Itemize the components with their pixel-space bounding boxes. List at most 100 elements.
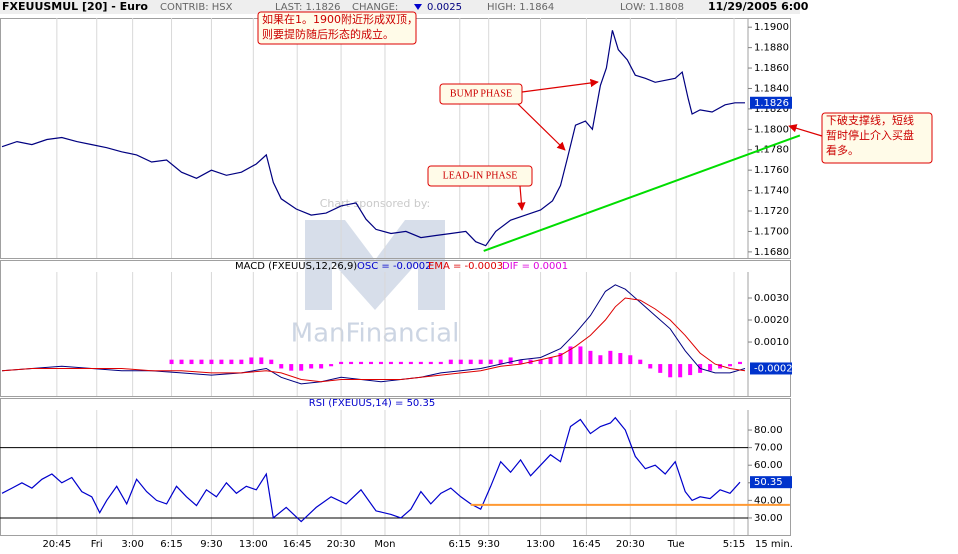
y-tick-label: 0.0010 — [754, 337, 789, 348]
histogram-bar — [488, 359, 493, 365]
histogram-bar — [388, 361, 393, 365]
high: HIGH: 1.1864 — [487, 2, 554, 13]
y-tick-label: 1.1780 — [754, 145, 789, 156]
watermark: Chart sponsored by: ManFinancial — [291, 197, 460, 349]
histogram-bar — [598, 355, 603, 365]
y-tick-label: 1.1680 — [754, 247, 789, 258]
histogram-bar — [189, 359, 194, 365]
y-tick-label: 1.1880 — [754, 43, 789, 54]
histogram-bar — [428, 361, 433, 365]
histogram-bar — [668, 364, 673, 378]
x-tick-label: Fri — [91, 539, 103, 550]
y-tick-label: 1.1700 — [754, 226, 789, 237]
histogram-bar — [438, 361, 443, 365]
histogram-bar — [408, 361, 413, 365]
annotation-text: 则要提防随后形态的成立。 — [262, 27, 394, 41]
x-tick-label: 6:15 — [160, 539, 182, 550]
histogram-bar — [548, 357, 553, 365]
change-value: 0.0025 — [427, 2, 462, 13]
last: LAST: 1.1826 — [275, 2, 341, 13]
contrib: CONTRIB: HSX — [160, 2, 233, 13]
panel-heading: MACD (FXEUUS,12,26,9) — [235, 261, 357, 272]
y-tick-label: 1.1740 — [754, 186, 789, 197]
histogram-bar — [478, 359, 483, 365]
histogram-bar — [658, 364, 663, 373]
histogram-bar — [448, 359, 453, 365]
x-tick-label: 20:30 — [616, 539, 645, 550]
histogram-bar — [608, 350, 613, 365]
histogram-bar — [359, 361, 364, 365]
low: LOW: 1.1808 — [620, 2, 684, 13]
x-tick-label: 20:30 — [327, 539, 356, 550]
last-value-box — [750, 476, 792, 489]
price-line — [1, 416, 741, 523]
histogram-bar — [508, 357, 513, 365]
annotation-box — [439, 83, 523, 105]
annotation-box — [427, 165, 533, 187]
header-bar — [0, 0, 800, 14]
y-tick-label: 70.00 — [754, 443, 783, 454]
y-tick-label: 1.1900 — [754, 22, 789, 33]
y-tick-label: 30.00 — [754, 513, 783, 524]
last-value-label: 50.35 — [754, 477, 783, 488]
x-tick-label: 13:00 — [239, 539, 268, 550]
histogram-bar — [578, 346, 583, 365]
annotation-arrow — [517, 185, 526, 211]
histogram-bar — [688, 364, 693, 376]
down-triangle — [414, 4, 422, 10]
histogram-bar — [568, 346, 573, 365]
histogram-bar — [378, 361, 383, 365]
x-tick-label: 16:45 — [572, 539, 601, 550]
y-tick-label: 1.1720 — [754, 206, 789, 217]
annotation-box — [257, 11, 417, 45]
histogram-bar — [628, 355, 633, 365]
x-tick-label: 5:15 — [723, 539, 745, 550]
histogram-bar — [458, 359, 463, 365]
annotation-text: 看多。 — [826, 143, 859, 157]
histogram-bar — [648, 364, 653, 369]
histogram-bar — [179, 359, 184, 365]
histogram-bar — [239, 359, 244, 365]
annotation-box — [821, 112, 933, 164]
annotation-arrow — [521, 78, 599, 93]
trendline — [483, 134, 801, 252]
histogram-bar — [468, 359, 473, 365]
histogram-bar — [329, 364, 334, 367]
x-tick-label: Tue — [667, 539, 685, 550]
histogram-bar — [728, 364, 733, 367]
histogram-bar — [498, 359, 503, 365]
annotation-arrow — [788, 124, 823, 137]
histogram-bar — [309, 364, 314, 369]
histogram-bar — [229, 359, 234, 365]
histogram-bar — [339, 361, 344, 365]
histogram-bar — [518, 359, 523, 365]
histogram-bar — [738, 361, 743, 365]
annotation-text: LEAD-IN PHASE — [443, 170, 518, 181]
histogram-bar — [299, 364, 304, 371]
x-tick-label: 9:30 — [477, 539, 499, 550]
change-label: CHANGE: — [352, 2, 398, 13]
annotation-text: 下破支撑线，短线 — [826, 113, 914, 127]
histogram-bar — [558, 353, 563, 365]
y-tick-label: 40.00 — [754, 495, 783, 506]
sponsor-text: Chart sponsored by: — [320, 197, 431, 210]
macd-line — [1, 284, 746, 385]
panel-heading: DIF = 0.0001 — [502, 261, 568, 272]
x-tick-label: 13:00 — [526, 539, 555, 550]
histogram-bar — [219, 359, 224, 365]
y-tick-label: 60.00 — [754, 460, 783, 471]
histogram-bar — [319, 364, 324, 369]
histogram-bar — [169, 359, 174, 365]
brand-text: ManFinancial — [291, 319, 460, 349]
panel-frame — [0, 18, 791, 259]
histogram-bar — [279, 364, 284, 369]
histogram-bar — [349, 361, 354, 365]
panel-heading: RSI (FXEUUS,14) = 50.35 — [309, 398, 435, 409]
panel-frame — [0, 398, 791, 536]
histogram-bar — [708, 364, 713, 371]
histogram-bar — [418, 361, 423, 365]
symbol: FXEUUSMUL [20] - Euro — [2, 0, 148, 13]
last-value-box — [750, 362, 792, 375]
